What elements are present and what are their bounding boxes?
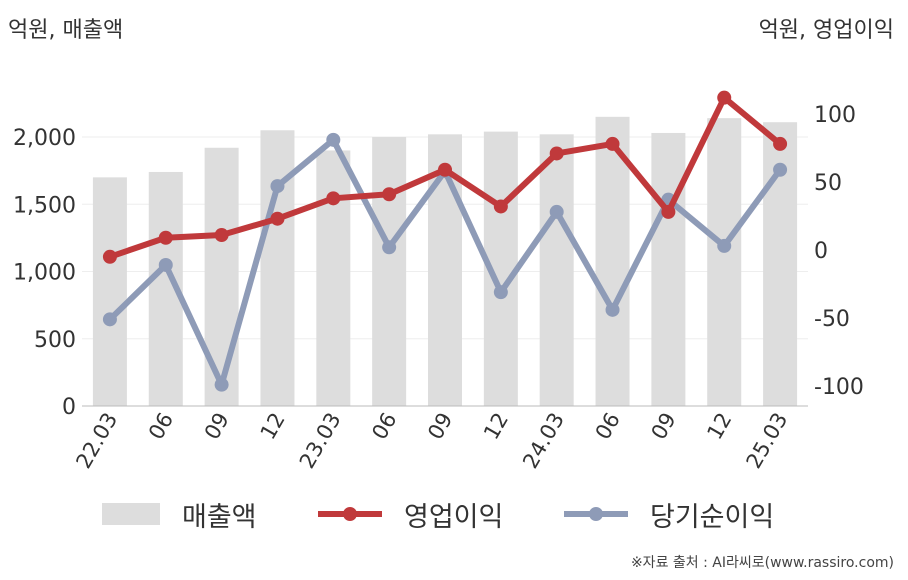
- point-net-2: [214, 377, 229, 392]
- x-tick-label: 06: [144, 409, 178, 444]
- bar-sales-8: [539, 134, 574, 406]
- left-tick-label: 1,000: [13, 261, 76, 286]
- legend-swatch-sales: [102, 503, 160, 525]
- right-tick-label: 0: [814, 239, 828, 264]
- legend-item-sales: 매출액: [102, 492, 257, 536]
- point-net-3: [270, 179, 285, 194]
- point-operating-3: [270, 211, 285, 226]
- right-tick-label: 50: [814, 171, 842, 196]
- left-tick-label: 2,000: [13, 126, 76, 151]
- point-net-12: [773, 162, 788, 177]
- left-tick-label: 0: [62, 395, 76, 420]
- legend-swatch-net: [564, 503, 628, 525]
- x-tick-label: 24.03: [518, 409, 569, 473]
- point-net-9: [605, 302, 620, 317]
- x-tick-label: 09: [423, 409, 457, 444]
- legend-label-sales: 매출액: [182, 501, 257, 533]
- point-operating-2: [214, 228, 229, 243]
- x-tick-label: 22.03: [71, 409, 122, 473]
- legend-label-operating: 영업이익: [404, 501, 504, 533]
- bar-sales-3: [260, 130, 295, 406]
- right-tick-label: -100: [814, 375, 864, 400]
- point-net-4: [326, 132, 341, 147]
- point-net-0: [102, 312, 117, 327]
- point-net-7: [493, 285, 508, 300]
- bar-sales-2: [204, 147, 239, 406]
- legend-swatch-operating: [318, 503, 382, 525]
- point-operating-8: [549, 146, 564, 161]
- x-tick-label: 12: [256, 409, 290, 444]
- left-axis-unit: 억원, 매출액: [8, 18, 124, 43]
- left-tick-label: 500: [34, 328, 76, 353]
- x-tick-label: 12: [702, 409, 736, 444]
- bar-sales-11: [707, 118, 742, 407]
- point-net-11: [717, 238, 732, 253]
- right-axis-unit: 억원, 영업이익: [758, 18, 894, 43]
- point-net-5: [382, 240, 397, 255]
- legend-item-net: 당기순이익: [564, 492, 774, 536]
- x-tick-label: 25.03: [742, 409, 793, 473]
- point-operating-9: [605, 136, 620, 151]
- source-note: ※자료 출처 : AI라씨로(www.rassiro.com): [630, 555, 894, 571]
- right-tick-label: -50: [814, 307, 850, 332]
- x-tick-label: 23.03: [295, 409, 346, 473]
- legend-label-net: 당기순이익: [650, 501, 775, 533]
- point-operating-12: [773, 136, 788, 151]
- point-operating-1: [158, 230, 173, 245]
- profit-lines: [102, 90, 788, 392]
- point-operating-5: [382, 187, 397, 202]
- bar-sales-10: [651, 132, 686, 406]
- point-operating-0: [102, 249, 117, 264]
- bar-sales-5: [372, 137, 407, 406]
- point-operating-6: [438, 162, 452, 177]
- x-tick-label: 09: [200, 409, 234, 444]
- x-tick-label: 06: [591, 409, 625, 444]
- x-tick-label: 09: [647, 409, 681, 444]
- x-tick-label: 06: [367, 409, 401, 444]
- point-net-1: [158, 257, 173, 272]
- left-tick-label: 1,500: [13, 193, 76, 218]
- point-operating-10: [661, 204, 676, 219]
- point-net-8: [549, 204, 564, 219]
- legend: 매출액 영업이익 당기순이익: [0, 492, 908, 536]
- combo-chart: 0 500 1,000 1,500 2,000 -100 -50 0 50 100 22.03 06 0…: [13, 90, 864, 473]
- right-tick-label: 100: [814, 103, 856, 128]
- bar-sales-9: [595, 116, 630, 406]
- point-operating-7: [493, 199, 508, 214]
- point-operating-11: [717, 90, 732, 105]
- bar-sales-0: [92, 177, 127, 406]
- x-tick-label: 12: [479, 409, 513, 444]
- legend-item-operating: 영업이익: [318, 492, 503, 536]
- bar-sales-4: [316, 150, 351, 406]
- sales-bars: [92, 116, 798, 407]
- point-operating-4: [326, 191, 341, 206]
